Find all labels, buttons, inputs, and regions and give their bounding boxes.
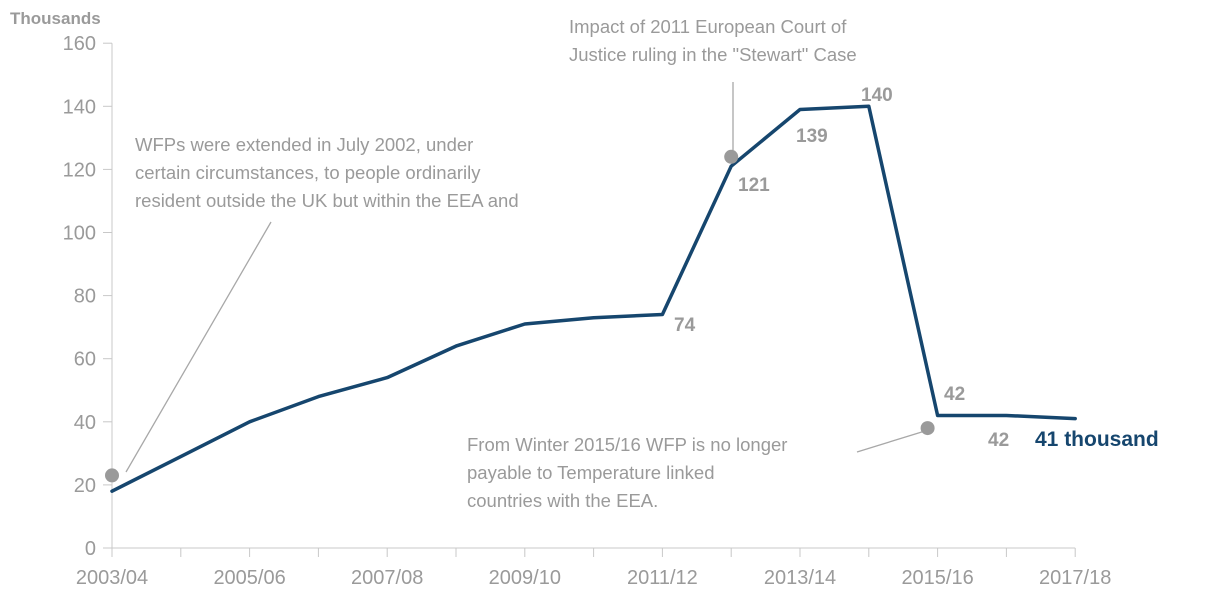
y-tick-label-60: 60 — [74, 349, 96, 371]
data-label-2014-15: 140 — [861, 85, 893, 106]
annotation-stewart-line-1: Impact of 2011 European Court of — [569, 16, 847, 37]
x-tick-label-2015-16: 2015/16 — [901, 567, 973, 589]
x-tick-label-2007-08: 2007/08 — [351, 567, 423, 589]
data-label-2012-13: 121 — [738, 175, 770, 196]
x-tick-label-2013-14: 2013/14 — [764, 567, 836, 589]
x-tick-label-2011-12: 2011/12 — [627, 567, 698, 589]
annotation-winter-2015-line-1: From Winter 2015/16 WFP is no longer — [467, 434, 787, 455]
data-label-2011-12: 74 — [674, 315, 696, 336]
winter-2015-leader-line — [856, 430, 926, 453]
wfp-extended-leader-line — [125, 221, 272, 473]
y-tick-label-20: 20 — [74, 475, 96, 497]
annotation-wfp-extended-line-1: WFPs were extended in July 2002, under — [135, 134, 473, 155]
series-line — [110, 104, 1077, 493]
marker-wfp-extended — [105, 468, 119, 483]
y-axis: 0 20 40 60 80 100 120 140 160 — [63, 33, 113, 560]
x-tick-label-2017-18: 2017/18 — [1039, 567, 1111, 589]
data-label-2015-16: 42 — [944, 384, 965, 405]
data-label-2016-17: 42 — [988, 430, 1009, 451]
x-tick-label-2005-06: 2005/06 — [213, 567, 285, 589]
annotation-wfp-extended-line-2: certain circumstances, to people ordinar… — [135, 162, 481, 183]
marker-stewart — [724, 149, 739, 164]
annotation-markers — [105, 149, 935, 483]
annotation-leaders — [125, 82, 926, 473]
annotation-winter-2015-line-3: countries with the EEA. — [467, 490, 658, 511]
annotation-stewart: Impact of 2011 European Court of Justice… — [569, 16, 857, 65]
annotation-winter-2015: From Winter 2015/16 WFP is no longer pay… — [467, 434, 787, 511]
data-labels: 74 121 139 140 42 42 41 thousand — [674, 85, 1159, 451]
x-tick-label-2009-10: 2009/10 — [489, 567, 561, 589]
marker-winter-2015 — [920, 421, 935, 436]
annotation-wfp-extended: WFPs were extended in July 2002, under c… — [135, 134, 519, 211]
x-axis: 2003/04 2005/06 2007/08 2009/10 2011/12 2013/… — [76, 547, 1111, 589]
y-tick-label-80: 80 — [74, 286, 96, 308]
y-tick-label-0: 0 — [85, 538, 96, 560]
y-tick-label-100: 100 — [63, 223, 96, 245]
y-tick-label-140: 140 — [63, 96, 96, 118]
y-tick-label-40: 40 — [74, 412, 96, 434]
data-label-2017-18: 41 thousand — [1035, 428, 1159, 451]
y-axis-unit-label: Thousands — [10, 9, 101, 28]
y-tick-label-120: 120 — [63, 159, 96, 181]
annotation-winter-2015-line-2: payable to Temperature linked — [467, 462, 715, 483]
annotation-wfp-extended-line-3: resident outside the UK but within the E… — [135, 190, 519, 211]
x-tick-label-2003-04: 2003/04 — [76, 567, 148, 589]
annotation-stewart-line-2: Justice ruling in the "Stewart" Case — [569, 44, 857, 65]
data-label-2013-14: 139 — [796, 126, 828, 147]
y-tick-label-160: 160 — [63, 33, 96, 55]
